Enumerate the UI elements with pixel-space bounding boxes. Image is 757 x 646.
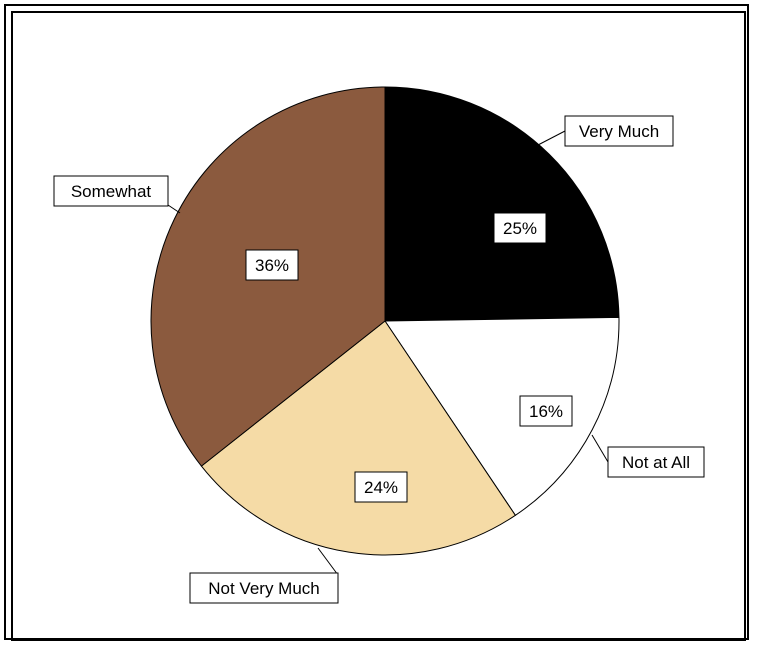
data-label-somewhat-text: 36% bbox=[255, 256, 289, 275]
category-label-not-at-all-box bbox=[607, 446, 705, 478]
data-label-not-at-all-text: 16% bbox=[529, 402, 563, 421]
pie-slice-not-very-much bbox=[200, 320, 517, 556]
data-label-very-much: 25% bbox=[493, 212, 547, 244]
leader-line-not-at-all bbox=[591, 434, 609, 463]
leader-line-very-much bbox=[537, 130, 566, 146]
category-label-very-much: Very Much bbox=[564, 115, 674, 147]
category-label-somewhat-box bbox=[53, 175, 169, 207]
category-label-not-at-all-text: Not at All bbox=[622, 453, 690, 472]
category-label-very-much-box bbox=[564, 115, 674, 147]
data-label-very-much-text: 25% bbox=[503, 219, 537, 238]
category-label-somewhat: Somewhat bbox=[53, 175, 169, 207]
chart-frame bbox=[11, 11, 746, 641]
leader-lines bbox=[167, 130, 609, 576]
data-label-not-very-much: 24% bbox=[354, 471, 408, 503]
slice-labels: 25% Very Much 16% Not at All 24% Not Very Muc… bbox=[53, 115, 705, 604]
pie-slice-not-at-all bbox=[384, 316, 620, 517]
category-label-somewhat-text: Somewhat bbox=[71, 182, 152, 201]
data-label-very-much-box bbox=[493, 212, 547, 244]
category-label-not-very-much-box bbox=[189, 572, 339, 604]
leader-line-not-very-much bbox=[317, 547, 339, 576]
data-label-somewhat: 36% bbox=[245, 249, 299, 281]
data-label-not-at-all-box bbox=[519, 395, 573, 427]
category-label-not-at-all: Not at All bbox=[607, 446, 705, 478]
data-label-not-at-all: 16% bbox=[519, 395, 573, 427]
pie-slice-very-much bbox=[384, 86, 620, 322]
category-label-not-very-much: Not Very Much bbox=[189, 572, 339, 604]
leader-line-somewhat bbox=[167, 204, 181, 214]
data-label-not-very-much-box bbox=[354, 471, 408, 503]
category-label-not-very-much-text: Not Very Much bbox=[208, 579, 320, 598]
category-label-very-much-text: Very Much bbox=[579, 122, 659, 141]
data-label-not-very-much-text: 24% bbox=[364, 478, 398, 497]
data-label-somewhat-box bbox=[245, 249, 299, 281]
